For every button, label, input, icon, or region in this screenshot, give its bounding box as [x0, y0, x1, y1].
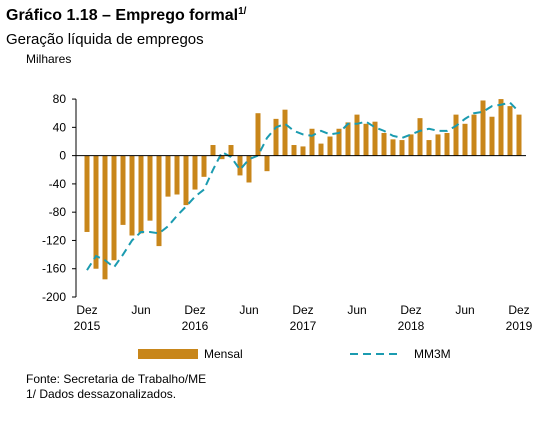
x-tick-label: Jun: [131, 303, 150, 317]
y-tick-label: 80: [53, 92, 67, 106]
bar: [129, 155, 135, 236]
x-tick-label: Dez: [184, 303, 205, 317]
bar: [282, 109, 288, 156]
x-year-label: 2019: [506, 319, 533, 333]
x-tick-label: Jun: [455, 303, 474, 317]
bar: [93, 155, 99, 269]
bar: [480, 100, 486, 156]
footnote: 1/ Dados dessazonalizados.: [26, 387, 176, 401]
legend-label: Mensal: [204, 347, 243, 361]
x-tick-label: Dez: [400, 303, 421, 317]
bar: [453, 114, 459, 156]
bar: [372, 121, 378, 156]
y-tick-label: -40: [49, 177, 67, 191]
x-year-label: 2017: [290, 319, 317, 333]
bar: [183, 155, 189, 206]
title-note: 1/: [238, 6, 247, 17]
bar: [210, 145, 216, 156]
source: Fonte: Secretaria de Trabalho/ME: [26, 372, 206, 386]
legend-swatch: [138, 349, 198, 359]
y-tick-label: 0: [59, 149, 66, 163]
mm3m-line: [86, 101, 520, 271]
title-text: Gráfico 1.18 – Emprego formal: [6, 7, 238, 24]
bar: [246, 155, 252, 183]
legend-label: MM3M: [414, 347, 451, 361]
y-tick-label: -160: [42, 262, 66, 276]
bar: [264, 155, 270, 172]
x-year-label: 2016: [182, 319, 209, 333]
x-tick-label: Jun: [347, 303, 366, 317]
bar: [444, 133, 450, 156]
bar: [156, 155, 162, 247]
bar: [147, 155, 153, 221]
bar: [462, 123, 468, 156]
x-tick-label: Dez: [76, 303, 97, 317]
y-tick-label: -200: [42, 290, 66, 304]
y-tick-label: -80: [49, 205, 67, 219]
bar: [291, 145, 297, 156]
bar: [201, 155, 207, 177]
bar: [363, 123, 369, 156]
bar: [165, 155, 171, 197]
y-tick-label: 40: [53, 120, 67, 134]
bar: [228, 145, 234, 156]
x-year-label: 2015: [74, 319, 101, 333]
bar: [516, 114, 522, 156]
bar: [390, 139, 396, 156]
bar: [309, 128, 315, 156]
x-year-label: 2018: [398, 319, 425, 333]
bar: [327, 136, 333, 156]
bar: [354, 114, 360, 156]
chart-title: Gráfico 1.18 – Emprego formal1/: [6, 6, 247, 24]
bar: [507, 106, 513, 156]
bar: [138, 155, 144, 234]
bar: [102, 155, 108, 280]
bar: [417, 118, 423, 156]
bar: [84, 155, 90, 232]
y-tick-label: -120: [42, 233, 66, 247]
bar: [345, 122, 351, 156]
bar: [192, 155, 198, 190]
bar: [174, 155, 180, 195]
bar: [120, 155, 126, 225]
bar: [273, 118, 279, 156]
x-tick-label: Jun: [239, 303, 258, 317]
bar: [399, 140, 405, 156]
bar: [300, 146, 306, 156]
y-axis-label: Milhares: [26, 52, 71, 66]
subtitle: Geração líquida de empregos: [6, 31, 204, 48]
x-tick-label: Dez: [508, 303, 529, 317]
x-tick-label: Dez: [292, 303, 313, 317]
bar: [498, 99, 504, 156]
bar: [435, 134, 441, 156]
bar: [336, 128, 342, 156]
bar: [489, 116, 495, 156]
bar: [381, 133, 387, 156]
bar: [426, 140, 432, 156]
bar: [471, 114, 477, 156]
bar: [408, 134, 414, 156]
bar: [318, 143, 324, 156]
bar: [255, 113, 261, 156]
bar: [237, 155, 243, 176]
bar: [219, 155, 225, 160]
bar: [111, 155, 117, 261]
